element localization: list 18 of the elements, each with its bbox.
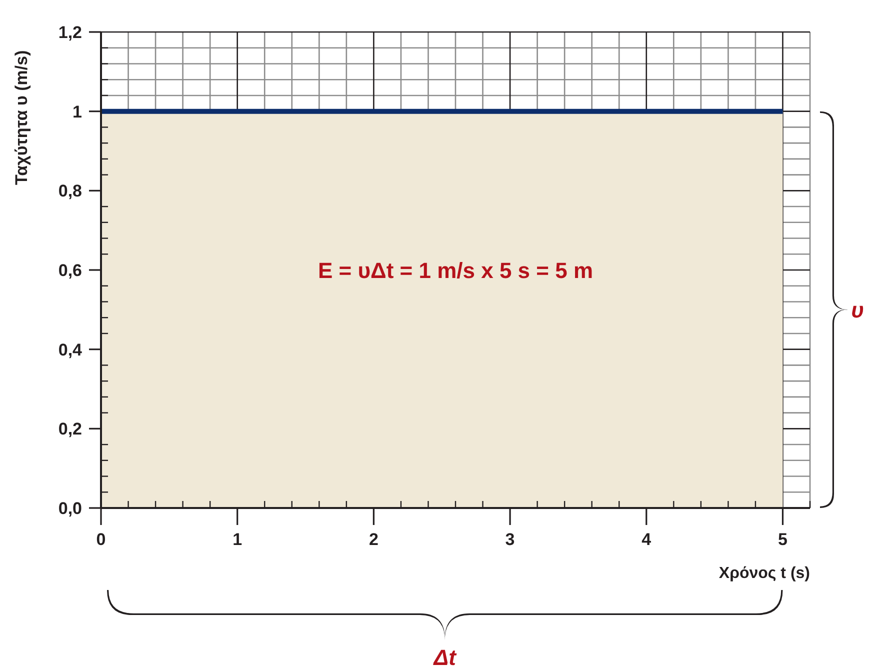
x-tick-label: 3: [505, 530, 515, 549]
y-tick-label: 1,2: [58, 23, 82, 42]
x-tick-label: 5: [778, 530, 788, 549]
x-tick-label: 4: [642, 530, 652, 549]
x-tick-label: 1: [232, 530, 242, 549]
annotation: E = υΔt = 1 m/s x 5 s = 5 m: [318, 258, 594, 283]
y-tick-label: 1: [72, 102, 82, 122]
y-tick-label: 0,8: [58, 182, 82, 201]
y-tick-label: 0,6: [58, 261, 82, 280]
x-axis-title: Χρόνος t (s): [718, 565, 810, 582]
text: υ: [851, 298, 864, 323]
x-tick-label: 0: [96, 530, 106, 549]
x-tick-label: 2: [368, 530, 378, 549]
y-tick-label: 0,4: [58, 340, 83, 360]
y-axis-title: Ταχύτητα υ (m/s): [12, 50, 31, 185]
y-tick-label: 0,0: [58, 499, 82, 518]
y-tick-label: 0,2: [58, 420, 82, 439]
text: Δt: [432, 645, 458, 670]
